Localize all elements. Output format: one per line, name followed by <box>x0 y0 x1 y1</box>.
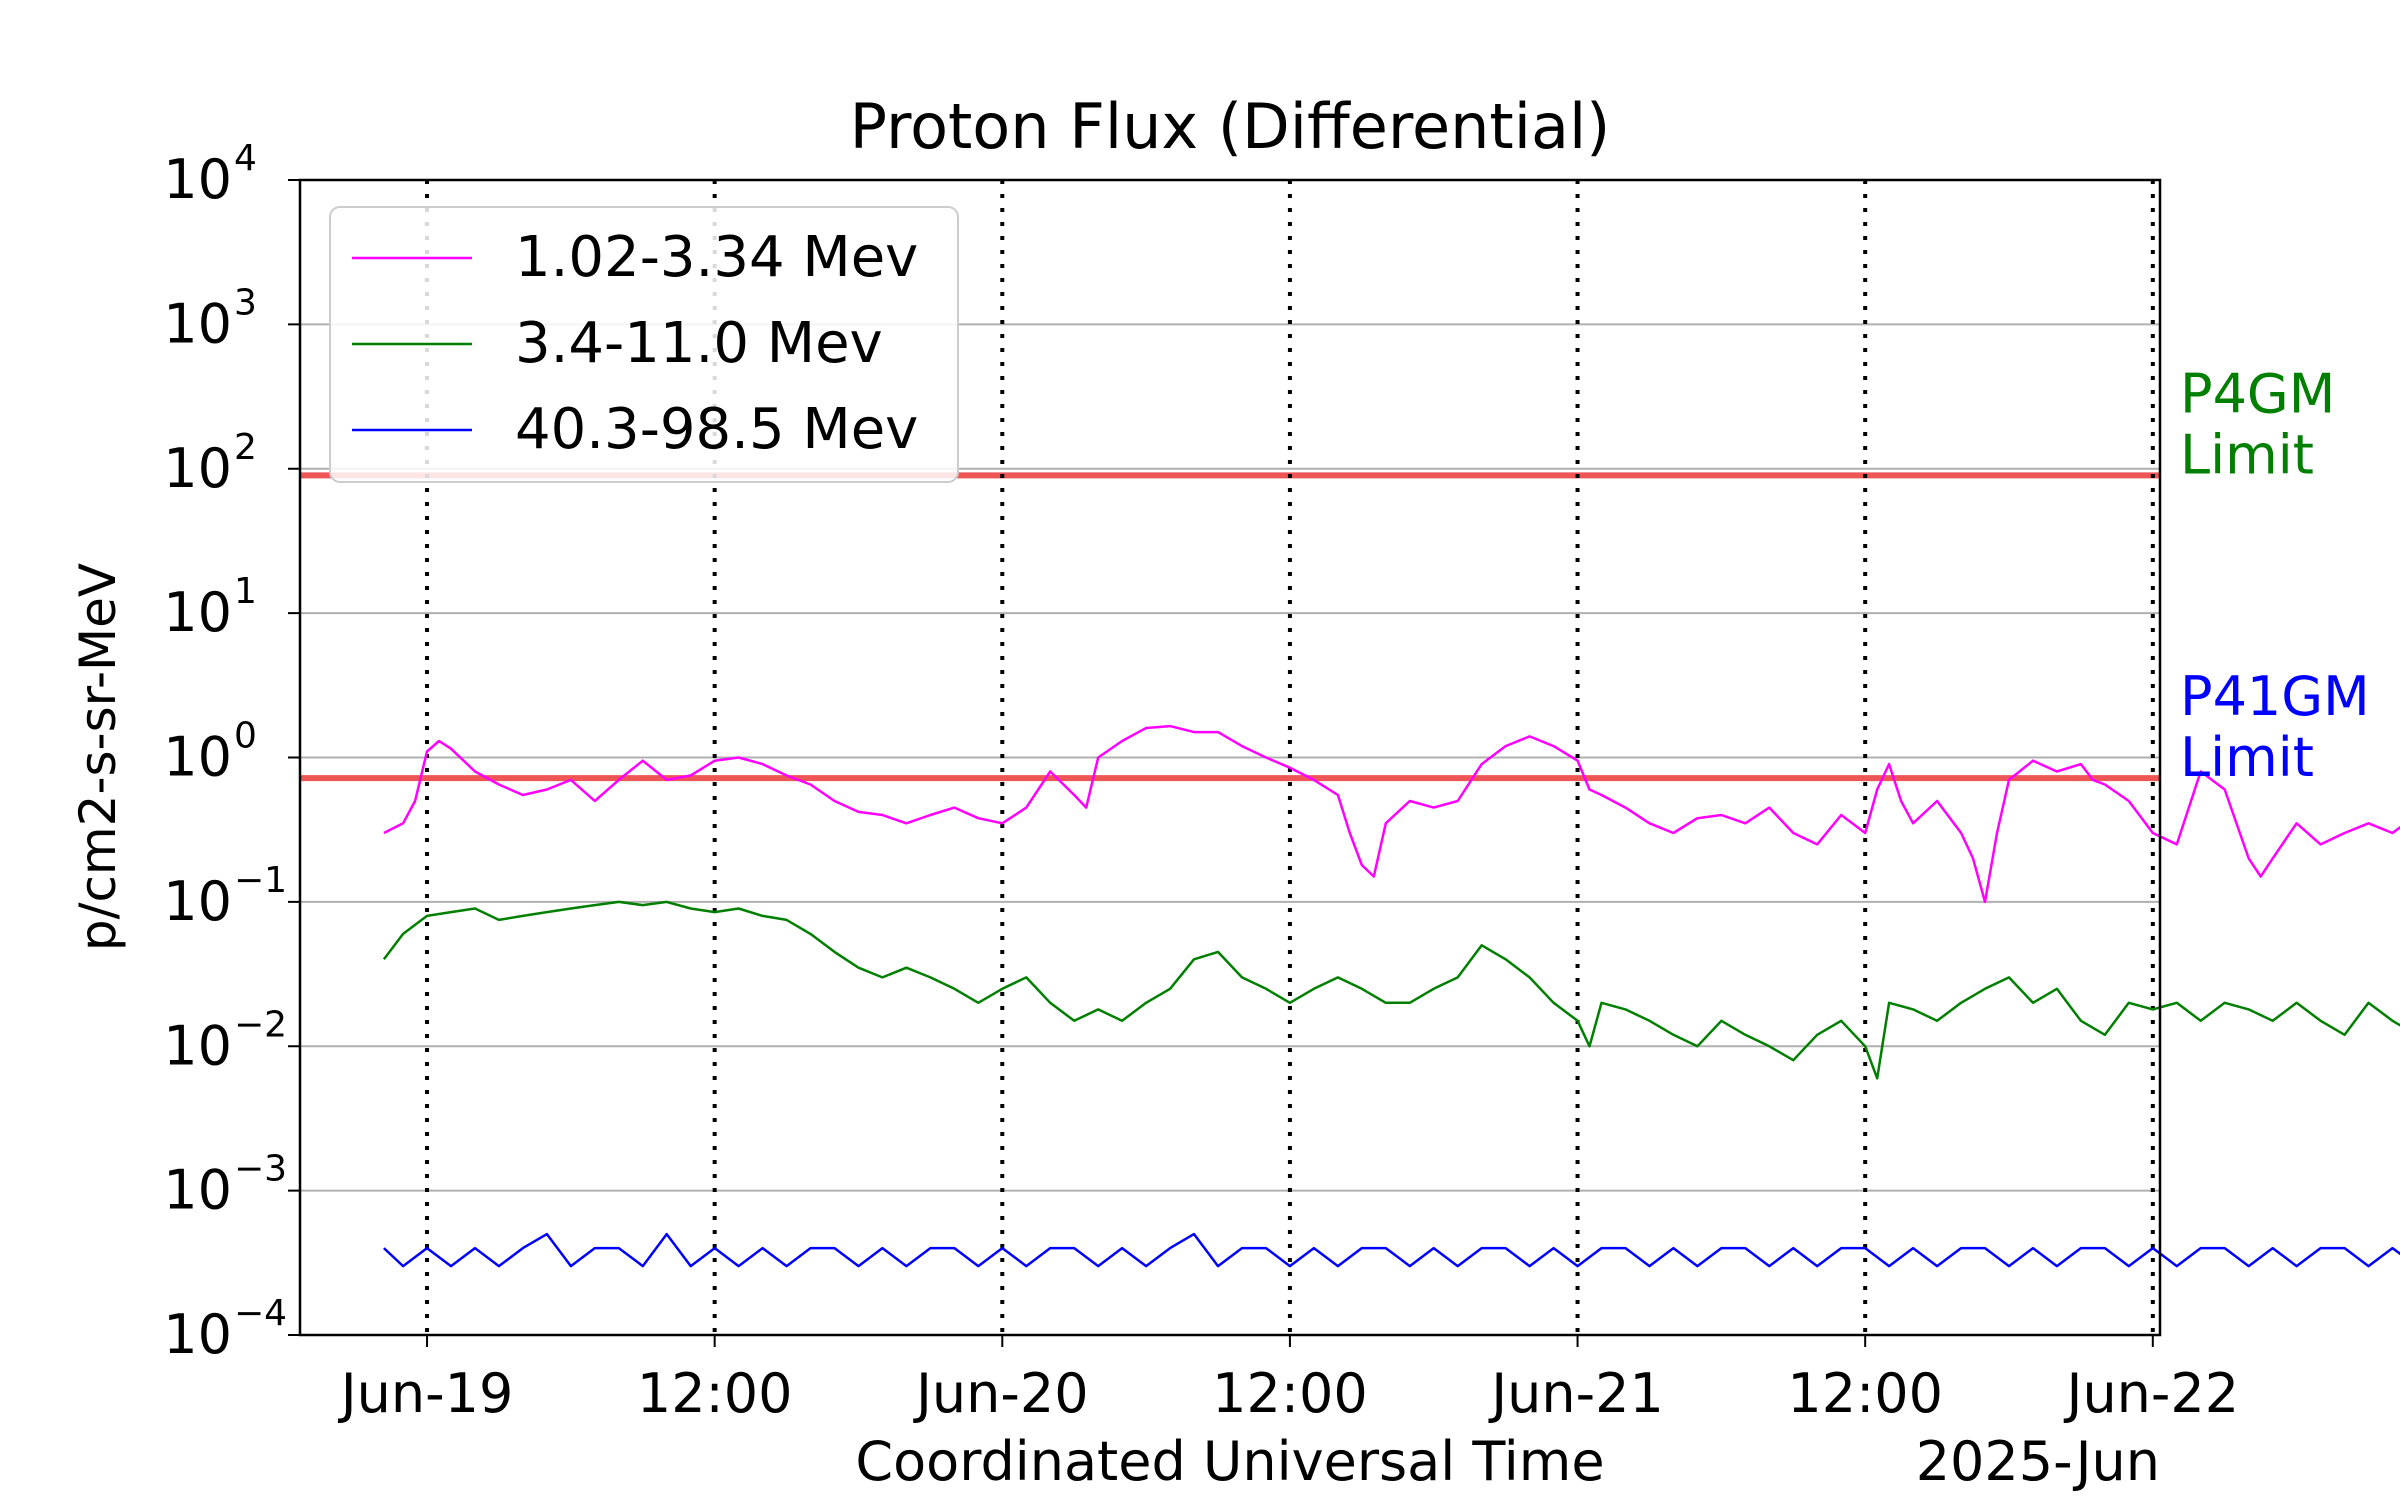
y-tick-exponent: 4 <box>234 138 257 179</box>
y-tick-label: 10 <box>163 726 232 789</box>
y-tick-label: 10 <box>163 581 232 644</box>
y-tick-label: 10 <box>163 1014 232 1077</box>
x-axis-ticks: Jun-19 12:00 Jun-20 12:00 Jun-21 12:00 Jun-22 <box>338 1335 2239 1425</box>
x-tick-label: Jun-21 <box>1488 1362 1664 1425</box>
y-tick-exponent: −1 <box>234 860 287 901</box>
y-tick-exponent: −3 <box>234 1149 287 1190</box>
day-separator-lines <box>425 180 2155 1335</box>
y-tick-exponent: 3 <box>234 282 257 323</box>
x-tick-label: Jun-22 <box>2064 1362 2240 1425</box>
data-series <box>382 724 2400 1268</box>
x-tick-label: Jun-20 <box>913 1362 1089 1425</box>
x-axis-year-label: 2025-Jun <box>1916 1430 2160 1493</box>
x-tick-label: Jun-19 <box>338 1362 514 1425</box>
limit-label: P4GM <box>2180 362 2335 425</box>
limit-label: P41GM <box>2180 665 2370 728</box>
y-axis-label: p/cm2-s-sr-MeV <box>69 563 127 951</box>
limit-label: Limit <box>2180 423 2314 486</box>
series-line-1 <box>383 724 2400 904</box>
legend-label-series-2: 3.4-11.0 Mev <box>515 311 883 376</box>
x-tick-label: 12:00 <box>1787 1362 1943 1425</box>
x-tick-label: 12:00 <box>1212 1362 1368 1425</box>
series-line-3 <box>383 1232 2400 1268</box>
limit-label: Limit <box>2180 726 2314 789</box>
y-tick-label: 10 <box>163 148 232 211</box>
y-tick-label: 10 <box>163 870 232 933</box>
y-tick-exponent: 1 <box>234 571 257 612</box>
y-tick-label: 10 <box>163 1159 232 1222</box>
y-tick-label: 10 <box>163 292 232 355</box>
y-tick-label: 10 <box>163 1303 232 1366</box>
y-tick-exponent: −2 <box>234 1004 287 1045</box>
series-line-2 <box>382 900 2400 1080</box>
legend-label-series-1: 1.02-3.34 Mev <box>515 225 918 290</box>
y-tick-exponent: 2 <box>234 427 257 468</box>
legend-box <box>329 206 959 483</box>
x-tick-label: 12:00 <box>637 1362 793 1425</box>
chart-title: Proton Flux (Differential) <box>850 90 1611 163</box>
legend: 1.02-3.34 Mev 3.4-11.0 Mev 40.3-98.5 Mev <box>329 206 959 483</box>
y-tick-label: 10 <box>163 437 232 500</box>
x-axis-label: Coordinated Universal Time <box>855 1430 1604 1493</box>
y-tick-exponent: −4 <box>234 1293 287 1334</box>
y-tick-exponent: 0 <box>234 716 257 757</box>
legend-label-series-3: 40.3-98.5 Mev <box>515 397 918 462</box>
